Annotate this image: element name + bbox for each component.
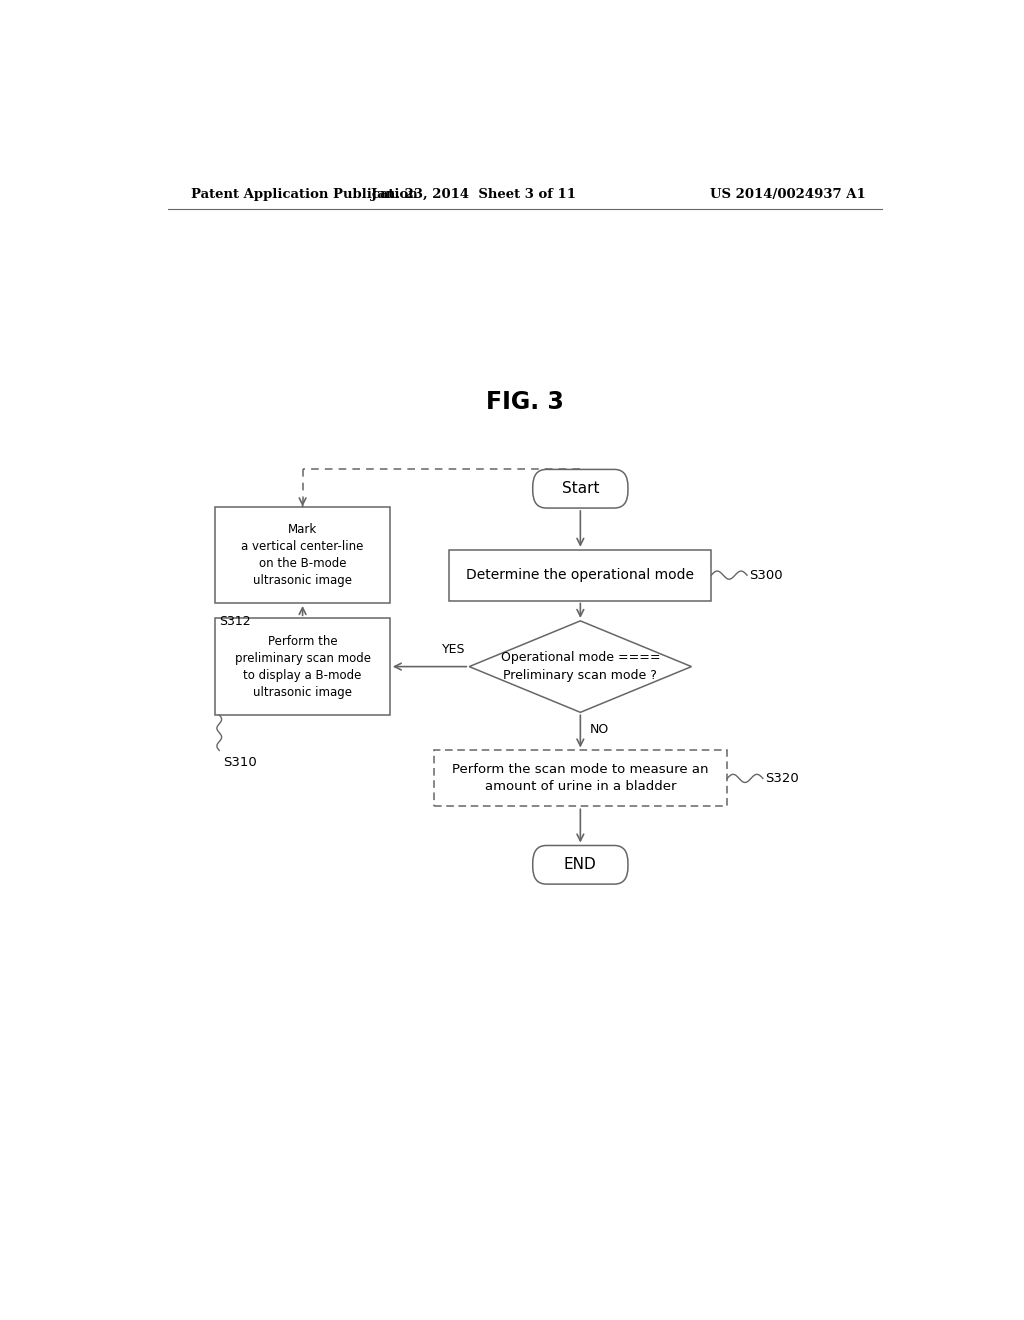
Text: NO: NO (590, 722, 609, 735)
Text: END: END (564, 857, 597, 873)
Text: FIG. 3: FIG. 3 (485, 391, 564, 414)
Text: Mark
a vertical center-line
on the B-mode
ultrasonic image: Mark a vertical center-line on the B-mod… (242, 523, 364, 587)
Text: Determine the operational mode: Determine the operational mode (466, 568, 694, 582)
Text: S300: S300 (750, 569, 783, 582)
Text: YES: YES (441, 643, 465, 656)
Bar (215, 618, 390, 715)
Text: S320: S320 (765, 772, 799, 785)
FancyBboxPatch shape (532, 470, 628, 508)
Bar (433, 751, 727, 807)
Text: US 2014/0024937 A1: US 2014/0024937 A1 (711, 189, 866, 202)
Text: Start: Start (561, 482, 599, 496)
Text: S310: S310 (223, 755, 257, 768)
Text: Patent Application Publication: Patent Application Publication (191, 189, 418, 202)
Text: Operational mode ====
Preliminary scan mode ?: Operational mode ==== Preliminary scan m… (501, 651, 660, 682)
Text: S312: S312 (219, 615, 251, 628)
Polygon shape (469, 620, 691, 713)
Text: Perform the
preliminary scan mode
to display a B-mode
ultrasonic image: Perform the preliminary scan mode to dis… (234, 635, 371, 698)
Text: Perform the scan mode to measure an
amount of urine in a bladder: Perform the scan mode to measure an amou… (453, 763, 709, 793)
Text: Jan. 23, 2014  Sheet 3 of 11: Jan. 23, 2014 Sheet 3 of 11 (371, 189, 575, 202)
FancyBboxPatch shape (532, 846, 628, 884)
Bar (450, 549, 712, 601)
Bar (215, 507, 390, 603)
